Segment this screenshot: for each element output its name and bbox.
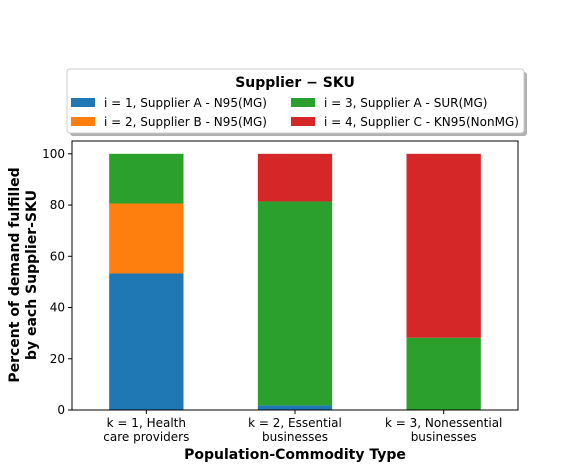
x-tick-label-k1-line-2: care providers xyxy=(103,430,189,444)
legend-swatch-i2 xyxy=(71,117,95,126)
bar-k1-i3 xyxy=(109,153,184,204)
x-tick-label-k2-line-2: businesses xyxy=(262,430,328,444)
x-tick-label-k3-line-1: k = 3, Nonessential xyxy=(385,416,502,430)
bar-k3-i3 xyxy=(406,337,481,410)
bar-k2-i4 xyxy=(257,153,333,202)
legend-items: i = 1, Supplier A - N95(MG) i = 2, Suppli… xyxy=(71,96,519,129)
legend-label-i3: i = 3, Supplier A - SUR(MG) xyxy=(324,96,487,110)
legend: Supplier − SKU i = 1, Supplier A - N95(M… xyxy=(66,68,527,136)
y-axis-title-line-1: Percent of demand fulfilled xyxy=(7,167,23,382)
bar-k1-i2 xyxy=(109,203,184,274)
y-tick-label-60: 60 xyxy=(50,249,65,263)
legend-swatch-i1 xyxy=(71,98,95,107)
bar-k3-i4 xyxy=(406,153,481,338)
x-tick-label-k1-line-1: k = 1, Health xyxy=(107,416,186,430)
y-axis-title-line-2: by each Supplier-SKU xyxy=(24,190,40,360)
legend-swatch-i3 xyxy=(291,98,315,107)
y-tick-label-80: 80 xyxy=(50,198,65,212)
y-tick-label-0: 0 xyxy=(57,403,65,417)
bar-k2-i3 xyxy=(257,201,333,406)
legend-label-i2: i = 2, Supplier B - N95(MG) xyxy=(104,115,267,129)
x-axis-title: Population-Commodity Type xyxy=(184,447,406,463)
legend-swatch-i4 xyxy=(291,117,315,126)
y-tick-label-100: 100 xyxy=(42,147,65,161)
bar-k2-i1 xyxy=(257,405,333,410)
y-axis: 0 20 40 60 80 100 xyxy=(42,147,72,417)
x-tick-label-k2-line-1: k = 2, Essential xyxy=(248,416,342,430)
y-axis-title: Percent of demand fulfilled by each Supp… xyxy=(7,167,40,382)
bars-layer xyxy=(109,153,481,410)
legend-title: Supplier − SKU xyxy=(235,75,355,91)
bar-k1-i1 xyxy=(109,273,184,410)
y-tick-label-20: 20 xyxy=(50,352,65,366)
legend-label-i4: i = 4, Supplier C - KN95(NonMG) xyxy=(324,115,519,129)
y-tick-label-40: 40 xyxy=(50,301,65,315)
legend-label-i1: i = 1, Supplier A - N95(MG) xyxy=(104,96,267,110)
x-tick-label-k3-line-2: businesses xyxy=(411,430,477,444)
